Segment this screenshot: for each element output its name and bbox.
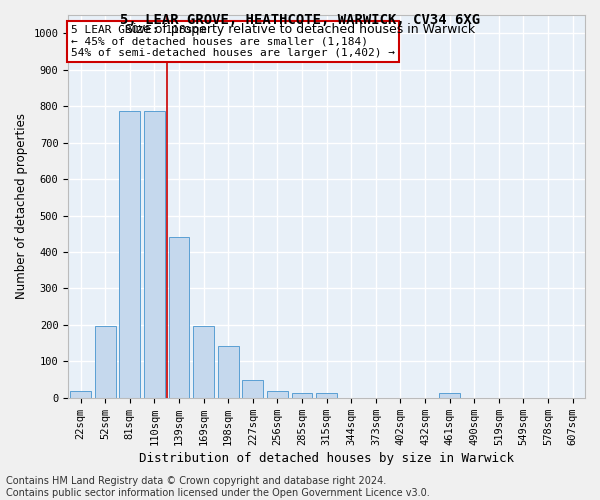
Bar bbox=[218, 346, 239, 398]
Bar bbox=[439, 394, 460, 398]
Bar bbox=[316, 394, 337, 398]
Bar bbox=[70, 392, 91, 398]
Bar bbox=[267, 392, 288, 398]
Y-axis label: Number of detached properties: Number of detached properties bbox=[15, 114, 28, 300]
Bar bbox=[144, 111, 165, 398]
Text: 5, LEAR GROVE, HEATHCOTE, WARWICK, CV34 6XG: 5, LEAR GROVE, HEATHCOTE, WARWICK, CV34 … bbox=[120, 12, 480, 26]
Text: Contains HM Land Registry data © Crown copyright and database right 2024.
Contai: Contains HM Land Registry data © Crown c… bbox=[6, 476, 430, 498]
Bar bbox=[242, 380, 263, 398]
Bar bbox=[95, 326, 116, 398]
Bar bbox=[193, 326, 214, 398]
Bar bbox=[169, 238, 190, 398]
X-axis label: Distribution of detached houses by size in Warwick: Distribution of detached houses by size … bbox=[139, 452, 514, 465]
Text: Size of property relative to detached houses in Warwick: Size of property relative to detached ho… bbox=[125, 22, 475, 36]
Bar bbox=[292, 394, 313, 398]
Bar bbox=[119, 111, 140, 398]
Text: 5 LEAR GROVE: 118sqm
← 45% of detached houses are smaller (1,184)
54% of semi-de: 5 LEAR GROVE: 118sqm ← 45% of detached h… bbox=[71, 24, 395, 58]
